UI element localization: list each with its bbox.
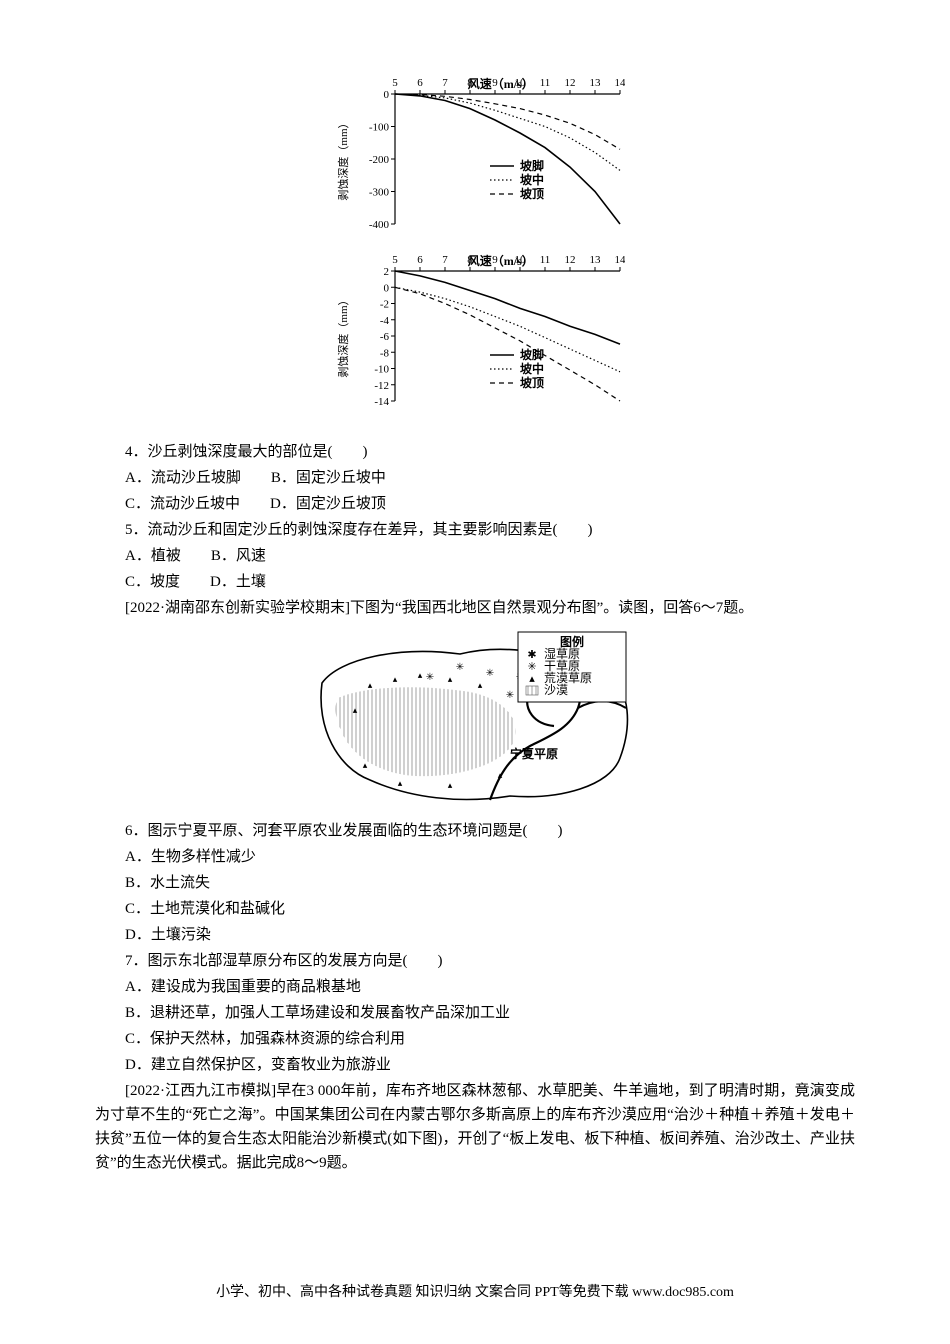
svg-text:✱: ✱ bbox=[527, 649, 536, 661]
svg-text:8: 8 bbox=[467, 77, 473, 89]
svg-text:✳: ✳ bbox=[456, 662, 464, 673]
svg-text:8: 8 bbox=[467, 254, 473, 266]
chart-b: 风速（m/s）56789101112131420-2-4-6-8-10-12-1… bbox=[325, 251, 625, 424]
q4-opts-row2: C．流动沙丘坡中 D．固定沙丘坡顶 bbox=[95, 492, 855, 516]
q7-opt-c: C．保护天然林，加强森林资源的综合利用 bbox=[95, 1027, 855, 1051]
svg-text:9: 9 bbox=[492, 254, 498, 266]
svg-text:▴: ▴ bbox=[478, 680, 483, 690]
q7-opt-a: A．建设成为我国重要的商品粮基地 bbox=[95, 975, 855, 999]
svg-text:-400: -400 bbox=[369, 219, 390, 231]
svg-text:9: 9 bbox=[492, 77, 498, 89]
svg-text:坡顶: 坡顶 bbox=[520, 186, 544, 201]
q6-opt-d: D．土壤污染 bbox=[95, 923, 855, 947]
svg-text:▴: ▴ bbox=[529, 673, 535, 685]
chart-a: 风速（m/s）5678910111213140-100-200-300-400剥… bbox=[325, 74, 625, 247]
q6-stem: 6．图示宁夏平原、河套平原农业发展面临的生态环境问题是( ) bbox=[95, 819, 855, 843]
svg-text:10: 10 bbox=[515, 254, 527, 266]
q5-stem: 5．流动沙丘和固定沙丘的剥蚀深度存在差异，其主要影响因素是( ) bbox=[95, 518, 855, 542]
svg-text:-200: -200 bbox=[369, 154, 390, 166]
svg-text:11: 11 bbox=[540, 77, 551, 89]
q4-stem: 4．沙丘剥蚀深度最大的部位是( ) bbox=[95, 440, 855, 464]
svg-text:✳: ✳ bbox=[426, 672, 434, 683]
svg-text:剥蚀深度（mm）: 剥蚀深度（mm） bbox=[336, 117, 350, 200]
svg-text:7: 7 bbox=[442, 254, 448, 266]
svg-text:沙漠: 沙漠 bbox=[544, 683, 568, 697]
q6-opt-c: C．土地荒漠化和盐碱化 bbox=[95, 897, 855, 921]
svg-text:✳: ✳ bbox=[527, 661, 536, 673]
svg-text:10: 10 bbox=[515, 77, 527, 89]
svg-text:▴: ▴ bbox=[448, 780, 453, 790]
svg-text:剥蚀深度（mm）: 剥蚀深度（mm） bbox=[336, 294, 350, 377]
svg-text:-12: -12 bbox=[374, 380, 389, 392]
svg-text:-100: -100 bbox=[369, 122, 390, 134]
svg-text:▴: ▴ bbox=[498, 770, 503, 780]
svg-text:▴: ▴ bbox=[353, 705, 358, 715]
passage-8-9: [2022·江西九江市模拟]早在3 000年前，库布齐地区森林葱郁、水草肥美、牛… bbox=[95, 1079, 855, 1175]
svg-text:0: 0 bbox=[384, 282, 390, 294]
svg-text:坡脚: 坡脚 bbox=[520, 158, 544, 173]
svg-text:12: 12 bbox=[565, 77, 576, 89]
svg-text:11: 11 bbox=[540, 254, 551, 266]
page-footer: 小学、初中、高中各种试卷真题 知识归纳 文案合同 PPT等免费下载 www.do… bbox=[0, 1282, 950, 1304]
svg-text:宁夏平原: 宁夏平原 bbox=[510, 746, 558, 761]
svg-text:14: 14 bbox=[615, 254, 626, 266]
svg-text:0: 0 bbox=[384, 89, 390, 101]
svg-text:▴: ▴ bbox=[368, 680, 373, 690]
svg-text:▴: ▴ bbox=[418, 670, 423, 680]
svg-text:-2: -2 bbox=[380, 299, 389, 311]
svg-text:13: 13 bbox=[590, 254, 602, 266]
svg-text:5: 5 bbox=[392, 254, 398, 266]
svg-text:13: 13 bbox=[590, 77, 602, 89]
svg-text:-14: -14 bbox=[374, 396, 389, 408]
svg-text:-10: -10 bbox=[374, 364, 389, 376]
svg-text:5: 5 bbox=[392, 77, 398, 89]
svg-text:-8: -8 bbox=[380, 347, 390, 359]
svg-text:6: 6 bbox=[417, 77, 423, 89]
q6-opt-b: B．水土流失 bbox=[95, 871, 855, 895]
svg-text:12: 12 bbox=[565, 254, 576, 266]
svg-text:6: 6 bbox=[417, 254, 423, 266]
q7-opt-d: D．建立自然保护区，变畜牧业为旅游业 bbox=[95, 1053, 855, 1077]
svg-text:▴: ▴ bbox=[398, 778, 403, 788]
svg-text:✳: ✳ bbox=[506, 690, 514, 701]
map: 河套平原宁夏平原✱✱✱✱✱✳✳✳✳✳✳▴▴▴▴▴▴▴▴▴▴图例✱湿草原✳干草原▴… bbox=[95, 628, 855, 813]
chart-group: 风速（m/s）5678910111213140-100-200-300-400剥… bbox=[95, 70, 855, 428]
svg-text:-4: -4 bbox=[380, 315, 390, 327]
svg-text:✳: ✳ bbox=[486, 668, 494, 679]
svg-text:2: 2 bbox=[384, 266, 390, 278]
svg-text:▴: ▴ bbox=[448, 674, 453, 684]
svg-text:坡中: 坡中 bbox=[520, 361, 544, 376]
q5-opts-row1: A．植被 B．风速 bbox=[95, 544, 855, 568]
svg-text:▴: ▴ bbox=[393, 674, 398, 684]
q7-stem: 7．图示东北部湿草原分布区的发展方向是( ) bbox=[95, 949, 855, 973]
svg-text:-300: -300 bbox=[369, 187, 390, 199]
svg-text:▴: ▴ bbox=[363, 760, 368, 770]
q7-opt-b: B．退耕还草，加强人工草场建设和发展畜牧产品深加工业 bbox=[95, 1001, 855, 1025]
svg-text:-6: -6 bbox=[380, 331, 390, 343]
q6-opt-a: A．生物多样性减少 bbox=[95, 845, 855, 869]
q5-opts-row2: C．坡度 D．土壤 bbox=[95, 570, 855, 594]
passage-6-7: [2022·湖南邵东创新实验学校期末]下图为“我国西北地区自然景观分布图”。读图… bbox=[95, 596, 855, 620]
svg-text:坡脚: 坡脚 bbox=[520, 347, 544, 362]
svg-text:7: 7 bbox=[442, 77, 448, 89]
q4-opts-row1: A．流动沙丘坡脚 B．固定沙丘坡中 bbox=[95, 466, 855, 490]
svg-text:坡中: 坡中 bbox=[520, 172, 544, 187]
svg-text:14: 14 bbox=[615, 77, 626, 89]
svg-text:坡顶: 坡顶 bbox=[520, 375, 544, 390]
